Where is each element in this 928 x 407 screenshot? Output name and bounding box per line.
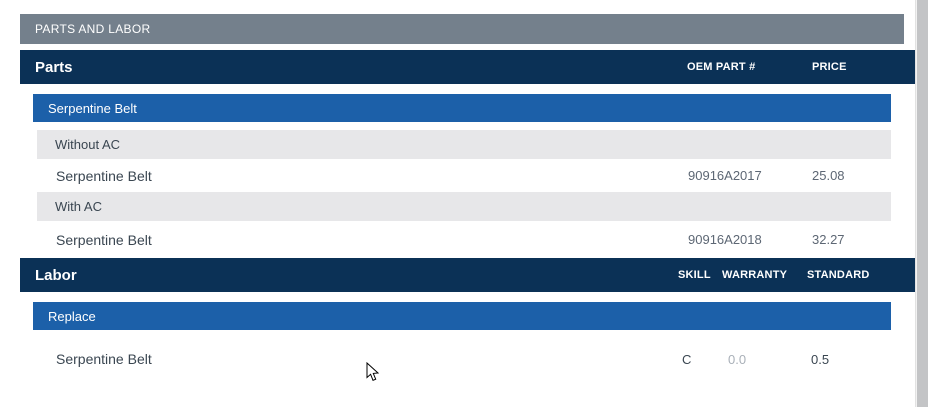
subgroup-header-with-ac: With AC <box>37 192 891 221</box>
part-name: Serpentine Belt <box>56 167 152 184</box>
parts-section-title: Parts <box>35 58 73 76</box>
parts-and-labor-header: PARTS AND LABOR <box>20 14 904 44</box>
labor-group-label: Replace <box>48 308 96 324</box>
part-oem-number: 90916A2017 <box>688 168 762 183</box>
labor-standard-value: 0.5 <box>811 351 830 367</box>
column-header-standard: STANDARD <box>807 269 870 281</box>
part-price: 25.08 <box>812 168 845 183</box>
subgroup-header-without-ac: Without AC <box>37 130 891 159</box>
column-header-skill: SKILL <box>678 269 711 281</box>
labor-group-header-replace[interactable]: Replace <box>33 302 891 330</box>
parts-group-header-serpentine-belt[interactable]: Serpentine Belt <box>33 94 891 122</box>
labor-warranty-value: 0.0 <box>728 351 747 367</box>
part-oem-number: 90916A2018 <box>688 232 762 247</box>
parts-and-labor-title: PARTS AND LABOR <box>35 22 151 36</box>
scrollbar-thumb[interactable] <box>917 0 928 407</box>
labor-section-header: Labor SKILL WARRANTY STANDARD <box>20 258 919 292</box>
parts-group-label: Serpentine Belt <box>48 100 137 116</box>
labor-row-serpentine-belt[interactable]: Serpentine Belt C 0.0 0.5 <box>0 341 904 377</box>
labor-section-title: Labor <box>35 266 77 284</box>
part-row-serpentine-belt-1[interactable]: Serpentine Belt 90916A2017 25.08 <box>0 159 904 192</box>
labor-skill-value: C <box>682 351 692 367</box>
subgroup-label: With AC <box>55 199 102 214</box>
column-header-oem-part: OEM PART # <box>687 61 756 73</box>
column-header-warranty: WARRANTY <box>722 269 788 281</box>
part-price: 32.27 <box>812 232 845 247</box>
column-header-price: PRICE <box>812 61 847 73</box>
vertical-scrollbar[interactable] <box>915 0 928 407</box>
subgroup-label: Without AC <box>55 137 121 152</box>
part-name: Serpentine Belt <box>56 231 152 248</box>
parts-section-header: Parts OEM PART # PRICE <box>20 50 919 84</box>
labor-operation-name: Serpentine Belt <box>56 351 152 367</box>
part-row-serpentine-belt-2[interactable]: Serpentine Belt 90916A2018 32.27 <box>0 221 904 258</box>
